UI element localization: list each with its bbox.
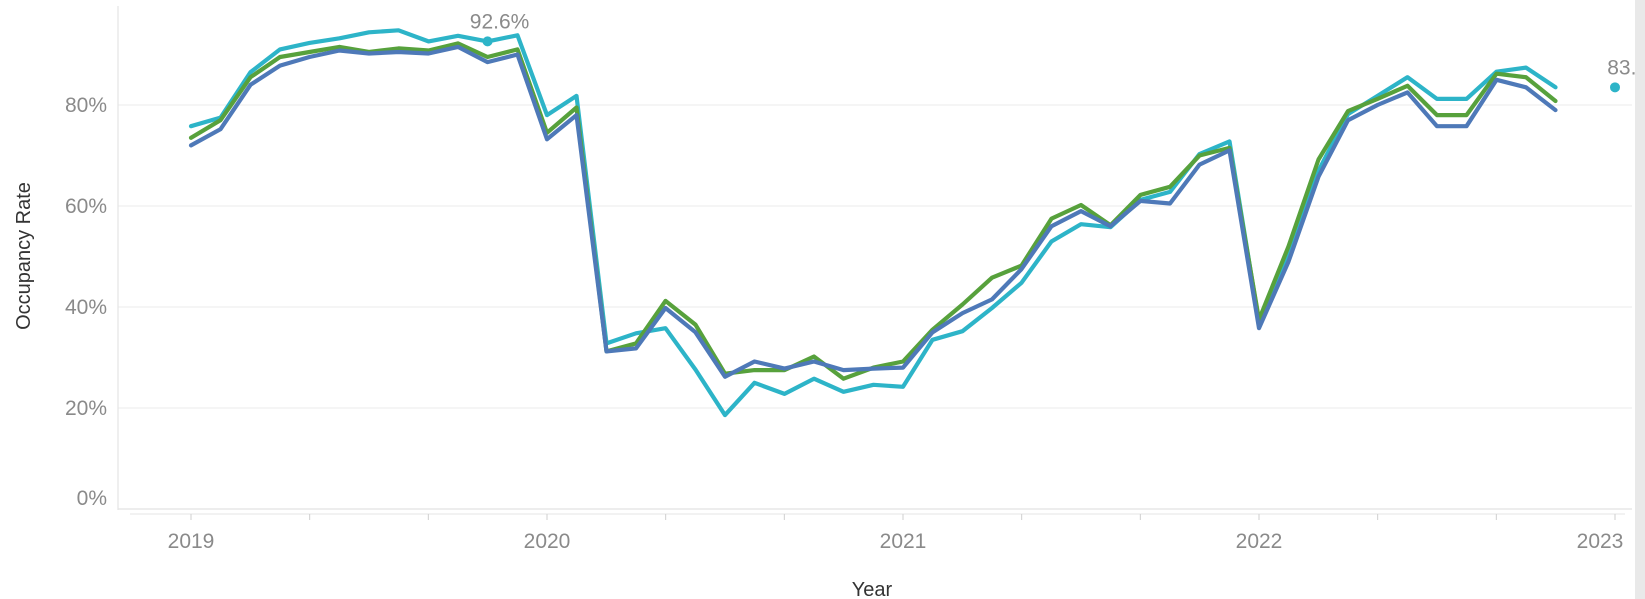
annotation-label: 92.6% [470,10,530,33]
x-tick-label: 2019 [168,530,215,553]
x-tick-label: 2023 [1577,530,1624,553]
y-axis-title: Occupancy Rate [13,182,35,330]
series-line-1 [188,28,1558,418]
x-axis: 2019 2020 2021 2022 2023 [130,513,1625,553]
x-tick-label: 2021 [880,530,927,553]
annotations: 92.6%83.5% [470,10,1645,93]
y-tick-label: 60% [65,195,107,218]
gridlines [117,6,1632,510]
y-tick-label: 0% [77,487,107,510]
x-tick-label: 2022 [1236,530,1283,553]
annotation-marker [1610,82,1620,93]
series-line-3 [188,44,1558,379]
y-tick-label: 40% [65,296,107,319]
y-tick-label: 20% [65,397,107,420]
x-tick-label: 2020 [524,530,571,553]
series-line-2 [188,41,1558,381]
y-tick-label: 80% [65,94,107,117]
x-axis-title: Year [852,579,893,599]
series-lines [188,28,1558,418]
annotation-marker [482,36,493,47]
vertical-scrollbar[interactable] [1635,0,1645,599]
y-axis: 0% 20% 40% 60% 80% [65,94,107,510]
